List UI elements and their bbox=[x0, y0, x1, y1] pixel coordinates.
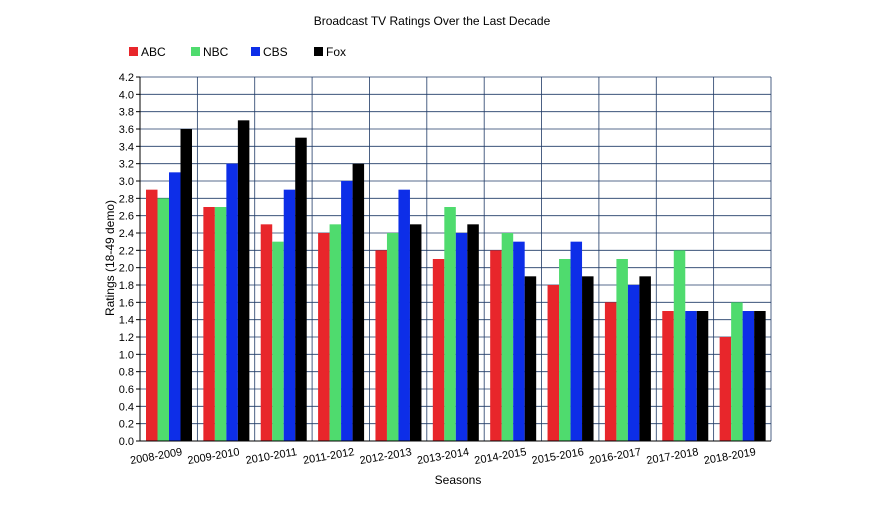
y-tick-label: 3.6 bbox=[119, 124, 134, 136]
bar-nbc bbox=[673, 250, 686, 441]
legend-swatch-cbs bbox=[251, 47, 260, 56]
bar-nbc bbox=[214, 207, 227, 441]
x-tick-label: 2010-2011 bbox=[245, 446, 298, 467]
bar-abc bbox=[662, 311, 674, 441]
bar-fox bbox=[639, 276, 651, 441]
bar-fox bbox=[409, 224, 422, 441]
legend-label-nbc: NBC bbox=[203, 45, 229, 59]
bar-abc bbox=[547, 285, 560, 441]
bar-nbc bbox=[444, 207, 456, 441]
bar-abc bbox=[146, 189, 158, 441]
bar-abc bbox=[203, 207, 215, 441]
y-axis-label: Ratings (18-49 demo) bbox=[103, 200, 117, 316]
y-axis: 0.0 0.2 0.4 0.6 0.8 1.0 1.2 1.4 1.6 1.8 2.0 2.2 2.4 2… bbox=[119, 72, 141, 448]
bar-cbs bbox=[398, 189, 410, 441]
bar-fox bbox=[180, 129, 192, 441]
y-tick-label: 4.2 bbox=[119, 72, 134, 84]
x-tick-label: 2016-2017 bbox=[588, 446, 642, 467]
y-tick-label: 3.0 bbox=[119, 176, 134, 188]
y-tick-label: 1.4 bbox=[119, 315, 134, 327]
bar-cbs bbox=[341, 181, 353, 441]
bar-cbs bbox=[283, 189, 296, 441]
bar-fox bbox=[352, 163, 365, 441]
y-tick-label: 4.0 bbox=[119, 89, 134, 101]
bars bbox=[146, 120, 766, 442]
bar-abc bbox=[318, 233, 330, 441]
legend-swatch-fox bbox=[314, 47, 323, 56]
bar-fox bbox=[696, 311, 709, 441]
bar-nbc bbox=[157, 198, 169, 441]
y-tick-label: 0.2 bbox=[119, 419, 134, 431]
y-tick-label: 1.6 bbox=[119, 297, 134, 309]
y-tick-label: 0.4 bbox=[119, 401, 134, 413]
y-tick-label: 0.6 bbox=[119, 384, 134, 396]
bar-cbs bbox=[627, 285, 640, 441]
legend: ABC NBC CBS Fox bbox=[129, 45, 346, 59]
y-tick-label: 2.6 bbox=[119, 211, 134, 223]
bar-nbc bbox=[731, 302, 743, 441]
x-axis: 2008-2009 2009-2010 2010-2011 2011-2012 2012… bbox=[129, 440, 771, 467]
bar-nbc bbox=[616, 259, 628, 441]
legend-swatch-nbc bbox=[191, 47, 200, 56]
y-tick-label: 2.2 bbox=[119, 245, 134, 257]
legend-label-cbs: CBS bbox=[263, 45, 288, 59]
bar-fox bbox=[582, 276, 594, 441]
y-tick-label: 3.4 bbox=[119, 141, 134, 153]
x-tick-label: 2011-2012 bbox=[302, 446, 355, 467]
chart-title: Broadcast TV Ratings Over the Last Decad… bbox=[314, 14, 551, 28]
bar-fox bbox=[295, 137, 307, 441]
x-tick-label: 2015-2016 bbox=[531, 446, 585, 467]
legend-label-abc: ABC bbox=[141, 45, 166, 59]
y-tick-label: 2.8 bbox=[119, 193, 134, 205]
bar-cbs bbox=[513, 241, 525, 441]
bar-nbc bbox=[272, 241, 284, 441]
x-tick-label: 2012-2013 bbox=[359, 446, 413, 467]
bar-fox bbox=[524, 276, 537, 441]
bar-cbs bbox=[742, 311, 755, 441]
x-tick-label: 2013-2014 bbox=[416, 446, 470, 467]
bar-abc bbox=[375, 250, 387, 441]
bar-cbs bbox=[685, 311, 697, 441]
bar-abc bbox=[719, 337, 732, 441]
y-tick-label: 3.2 bbox=[119, 159, 134, 171]
legend-swatch-abc bbox=[129, 47, 138, 56]
x-tick-label: 2014-2015 bbox=[473, 446, 527, 467]
x-tick-label: 2008-2009 bbox=[129, 446, 183, 467]
x-tick-label: 2009-2010 bbox=[187, 446, 241, 467]
bar-nbc bbox=[386, 233, 399, 441]
bar-abc bbox=[604, 302, 617, 441]
bar-abc bbox=[260, 224, 273, 441]
bar-cbs bbox=[169, 172, 181, 442]
y-tick-label: 1.2 bbox=[119, 332, 134, 344]
legend-label-fox: Fox bbox=[326, 45, 346, 59]
bar-abc bbox=[432, 259, 445, 441]
y-tick-label: 1.8 bbox=[119, 280, 134, 292]
bar-nbc bbox=[501, 233, 514, 441]
x-axis-label: Seasons bbox=[435, 473, 482, 487]
y-tick-label: 0.8 bbox=[119, 367, 134, 379]
y-tick-label: 0.0 bbox=[119, 436, 134, 448]
bar-fox bbox=[754, 311, 766, 441]
y-tick-label: 2.4 bbox=[119, 228, 134, 240]
x-tick-label: 2017-2018 bbox=[646, 446, 700, 467]
y-tick-label: 1.0 bbox=[119, 349, 134, 361]
bar-nbc bbox=[559, 259, 571, 441]
bar-cbs bbox=[226, 163, 238, 441]
bar-abc bbox=[490, 250, 502, 441]
bar-cbs bbox=[570, 241, 583, 441]
x-tick-label: 2018-2019 bbox=[703, 446, 757, 467]
y-tick-label: 3.8 bbox=[119, 107, 134, 119]
bar-nbc bbox=[329, 224, 342, 441]
y-tick-label: 2.0 bbox=[119, 263, 134, 275]
bar-fox bbox=[467, 224, 479, 441]
bar-cbs bbox=[455, 233, 468, 441]
bar-fox bbox=[237, 120, 250, 441]
